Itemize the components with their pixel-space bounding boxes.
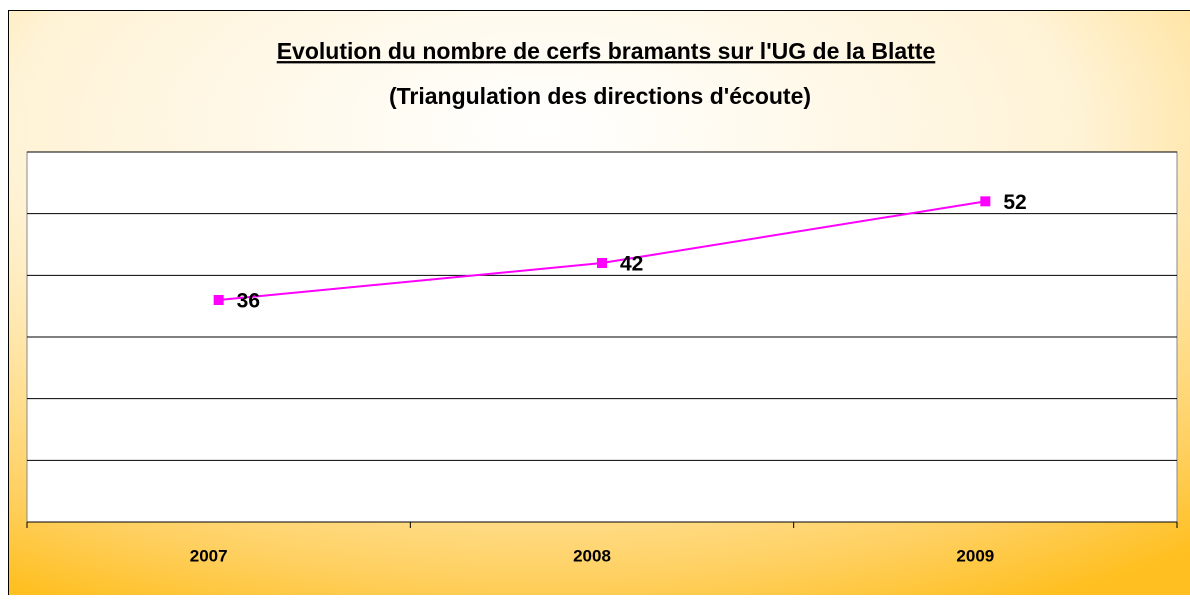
- data-label: 52: [1003, 191, 1026, 214]
- x-tick-label: 2007: [190, 546, 228, 565]
- marker: [980, 196, 990, 206]
- x-tick-label: 2009: [956, 546, 994, 565]
- x-tick-label: 2008: [573, 546, 611, 565]
- marker: [597, 258, 607, 268]
- data-label: 42: [620, 253, 643, 276]
- data-label: 36: [237, 290, 260, 313]
- marker: [214, 295, 224, 305]
- chart-subtitle: (Triangulation des directions d'écoute): [389, 83, 811, 109]
- chart-title: Evolution du nombre de cerfs bramants su…: [277, 38, 936, 64]
